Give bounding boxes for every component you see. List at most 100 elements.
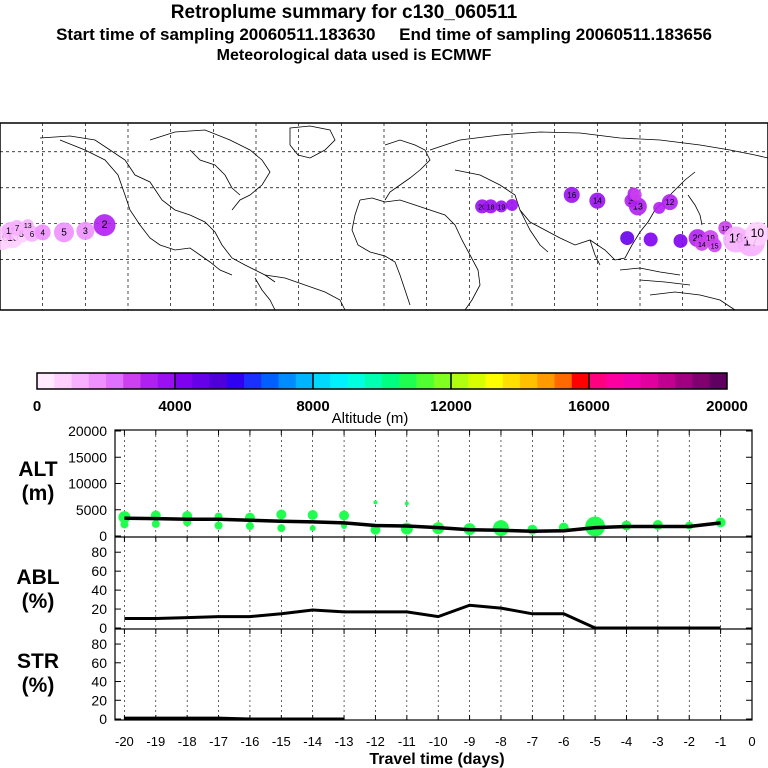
alt-point [120,520,129,529]
colorbar-swatch [658,373,676,389]
colorbar-swatch [451,373,469,389]
alt-panel-label: ALT [18,458,57,481]
x-tick-label: -8 [495,734,507,749]
colorbar-swatch [640,373,659,389]
y-tick-label: 60 [91,655,107,671]
plume-point [483,199,498,214]
abl-panel-label: ABL [16,566,59,589]
colorbar-tick-label: 4000 [158,398,191,415]
y-tick-label: 0 [99,528,107,544]
plume-point-label: 19 [706,234,715,243]
x-gridlines [124,430,721,720]
x-tick-label: -11 [398,734,416,749]
colorbar-swatch [157,373,176,389]
plume-point [506,198,518,211]
chart-title: Retroplume summary for c130_060511 [170,2,518,23]
colorbar-tick-label: 20000 [706,398,748,415]
y-tick-label: 80 [91,544,107,560]
colorbar-swatch [606,373,624,389]
y-tick-label: 60 [91,563,107,579]
colorbar-swatch [313,373,331,389]
alt-point [118,511,131,524]
met-data-label: Meteorological data used is ECMWF [216,47,492,64]
y-tick-label: 40 [91,582,107,598]
plume-point-label: 13 [24,223,32,230]
colorbar-tick-label: 8000 [296,398,329,415]
colorbar-swatch [209,373,228,389]
plume-point-label: 6 [30,230,35,239]
colorbar-swatch [88,373,107,389]
plume-point [694,236,709,251]
x-tick-label: -17 [209,734,228,749]
plume-point [707,238,722,253]
plume-point-label: 15 [711,243,719,250]
abl-panel: ABL (%) 80 60 40 20 0 [16,544,752,636]
x-tick-label: -5 [589,734,601,749]
alt-median-line [124,516,721,534]
colorbar-swatch [382,373,400,389]
colorbar-swatch [502,373,521,389]
plume-point [673,233,688,248]
alt-point [276,509,287,520]
alt-point [277,524,286,533]
alt-point [309,525,316,532]
colorbar-swatch [106,373,124,389]
plume-point [629,188,642,201]
x-tick-label: -13 [335,734,354,749]
plume-point [76,221,95,240]
plume-point-label: 5 [61,227,67,238]
x-tick-label: -19 [146,734,165,749]
colorbar-frame [36,372,728,390]
plume-point-label: 12 [665,198,674,207]
plume-point [745,221,768,246]
x-tick-label: 0 [748,734,755,749]
x-tick-label: -4 [621,734,633,749]
altitude-colorbar: 0 4000 8000 12000 16000 20000 Altitude (m) [33,372,748,427]
world-map: 1312191517141620181920191415121817101610… [0,122,768,311]
x-tick-label: -2 [683,734,695,749]
x-tick-label: -12 [366,734,385,749]
end-time-label: End time of sampling 20060511.183656 [399,25,712,44]
colorbar-swatch [692,373,711,389]
x-tick-label: -16 [241,734,260,749]
colorbar-swatch [433,373,452,389]
plume-point [620,231,635,246]
colorbar-swatch [330,373,348,389]
plume-point-label: 14 [593,197,602,206]
alt-point [404,501,409,506]
x-tick-label: -7 [527,734,539,749]
x-tick-label: -10 [429,734,448,749]
x-axis-label: Travel time (days) [369,751,504,768]
x-tick-label: -15 [272,734,291,749]
x-tick-label: -18 [178,734,197,749]
plume-point-label: 3 [83,226,88,236]
plume-point-label: 14 [698,242,706,249]
colorbar-swatch [37,373,55,389]
plume-point-label: 2 [101,219,107,231]
colorbar-swatch [537,373,555,389]
start-time-label: Start time of sampling 20060511.183630 [56,25,376,44]
plume-point [661,194,678,211]
colorbar-swatch [468,373,486,389]
colorbar-swatch [675,373,693,389]
y-tick-label: 0 [99,620,107,636]
plume-point-label: 4 [40,228,45,237]
colorbar-swatch [295,373,314,389]
plume-point-label: 18 [487,204,495,211]
colorbar-swatch [416,373,435,389]
plume-point [495,200,508,213]
str-panel-label: STR [17,650,59,673]
plume-point-label: 13 [633,201,643,211]
x-tick-label: -9 [464,734,476,749]
y-tick-label: 40 [91,674,107,690]
colorbar-swatch [244,373,262,389]
x-tick-label: -1 [715,734,727,749]
y-tick-label: 10000 [68,476,107,492]
y-tick-label: 20000 [68,423,107,439]
colorbar-swatch [520,373,538,389]
plume-point-label: 12 [721,226,729,233]
colorbar-swatch [54,373,72,389]
y-tick-label: 15000 [68,449,107,465]
